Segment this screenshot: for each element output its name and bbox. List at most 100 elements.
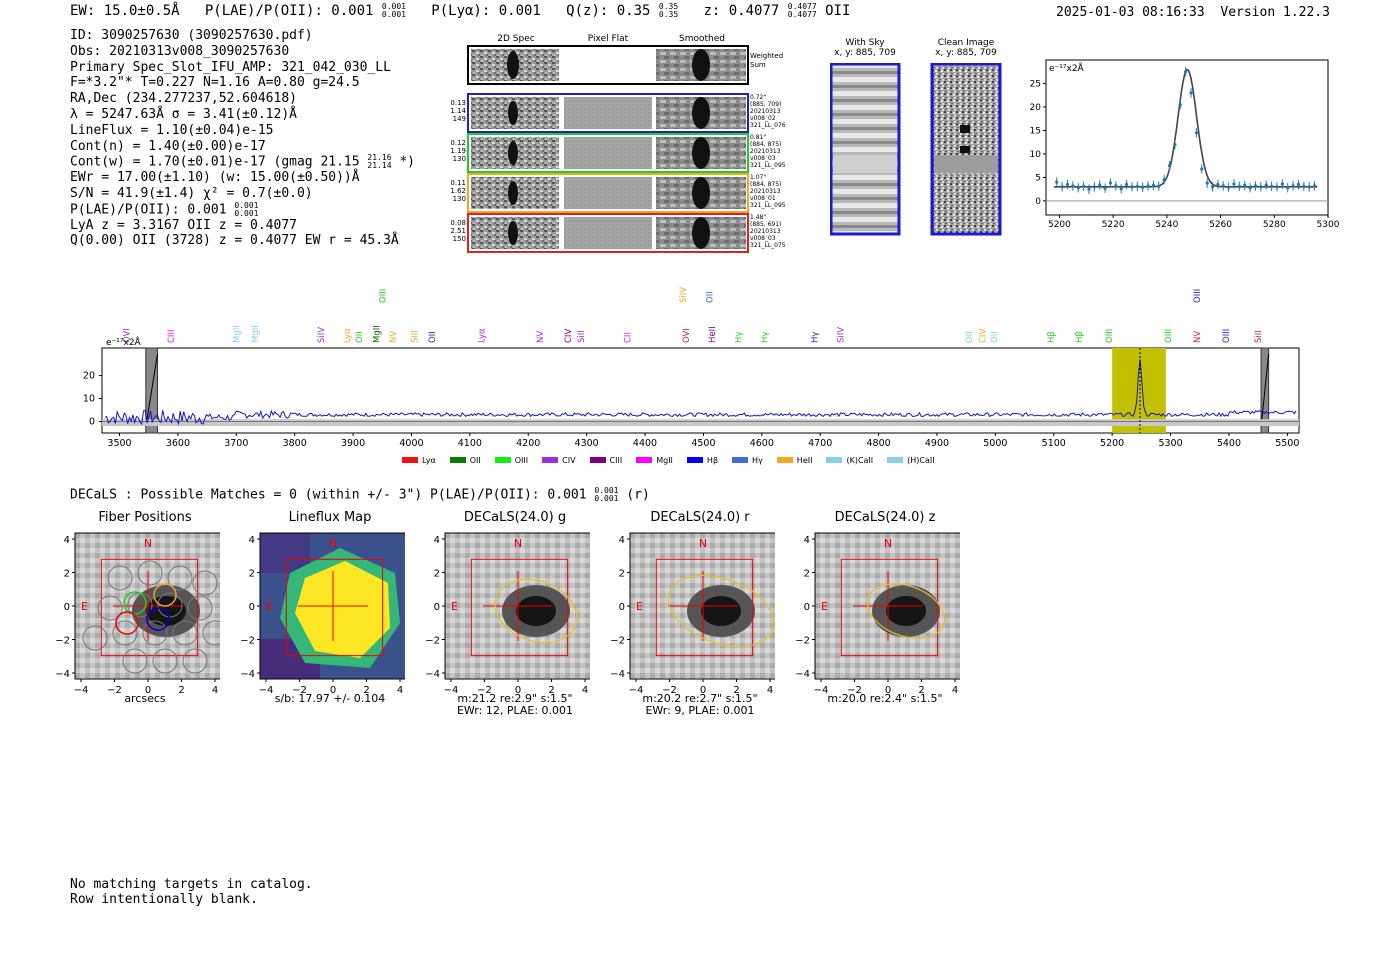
cutout-caption: m:20.0 re:2.4" s:1.5" xyxy=(827,692,943,705)
legend-item: Hγ xyxy=(732,456,763,465)
spec-xtick-label: 4000 xyxy=(399,438,423,449)
header-z-range: 0.4077 0.4077 xyxy=(787,2,817,19)
line-label: Hγ xyxy=(734,332,744,343)
zoom-units: e⁻¹⁷x2Å xyxy=(1049,62,1085,74)
galaxy-ellipse xyxy=(866,583,946,639)
cutout-xtick-label: 2 xyxy=(178,685,184,696)
zoom-point xyxy=(1307,185,1311,189)
cutout-title: DECaLS(24.0) r xyxy=(650,510,750,525)
zoom-point xyxy=(1178,103,1182,107)
legend-item: (H)CaII xyxy=(887,456,935,465)
zoom-xtick-label: 5280 xyxy=(1263,220,1286,230)
zoom-point xyxy=(1065,182,1070,187)
zoom-point xyxy=(1200,167,1204,171)
zoom-point xyxy=(1157,184,1161,188)
spec-xtick-label: 5500 xyxy=(1275,438,1299,449)
cutout-ytick-label: 2 xyxy=(64,569,70,580)
header-plya: P(Lyα): 0.001 xyxy=(431,3,541,19)
line-label: NV xyxy=(536,331,546,343)
spec-xtick-label: 4400 xyxy=(633,438,657,449)
line-label: SiIV xyxy=(837,327,847,343)
with-sky-title: With Sky x, y: 885, 709 xyxy=(834,38,896,58)
spec-xtick-label: 3800 xyxy=(283,438,307,449)
cutout-caption: m:20.2 re:2.7" s:1.5" EWr: 9, PLAE: 0.001 xyxy=(642,692,758,717)
header-summary: EW: 15.0±0.5Å P(LAE)/P(OII): 0.001 0.001… xyxy=(70,2,850,20)
zoom-point xyxy=(1060,185,1064,189)
cutout-ytick-label: −4 xyxy=(240,669,255,680)
zoom-point xyxy=(1055,180,1059,184)
zoom-point xyxy=(1296,182,1301,187)
masked-hatch xyxy=(145,353,158,428)
sky-images xyxy=(830,63,1002,236)
cutout-xtick-label: −2 xyxy=(847,685,862,696)
galaxy-ellipse xyxy=(667,574,775,648)
zoom-point xyxy=(1259,185,1263,189)
cutout-xtick-label: −4 xyxy=(444,685,459,696)
line-label: OII xyxy=(705,291,715,303)
line-label: SiII xyxy=(410,330,420,343)
header-timestamp: 2025-01-03 08:16:33 Version 1.22.3 xyxy=(1056,5,1330,20)
stamp-meta: 1.07" (884, 875) 20210313 v008_01 321_LL_095 xyxy=(750,174,786,209)
zoom-point xyxy=(1087,187,1091,191)
legend-label: MgII xyxy=(656,455,673,465)
north-label: N xyxy=(884,537,892,550)
line-label: MgII xyxy=(251,325,261,343)
line-label: MgII xyxy=(232,325,242,343)
col-smoothed: Smoothed xyxy=(679,34,725,44)
zoom-point xyxy=(1189,91,1193,95)
line-label: Lyα xyxy=(478,328,488,343)
info-ewr: EWr = 17.00(±1.10) (w: 15.00(±0.50))Å xyxy=(70,170,360,186)
spec-xtick-label: 5200 xyxy=(1100,438,1124,449)
cutout-xtick-label: −2 xyxy=(477,685,492,696)
line-label: OII xyxy=(428,331,438,343)
header-z: z: 0.4077 xyxy=(703,3,780,19)
cutout-xtick-label: −4 xyxy=(259,685,274,696)
east-label: E xyxy=(636,600,643,613)
legend-label: CIV xyxy=(562,455,576,465)
zoom-point xyxy=(1082,184,1086,188)
info-params: F=*3.2"* T=0.227 N=1.16 A=0.80 g=24.5 xyxy=(70,75,360,91)
cutout-xtick-label: −2 xyxy=(292,685,307,696)
legend-item: CIV xyxy=(542,455,576,465)
zoom-point xyxy=(1173,142,1177,147)
fiber-circle xyxy=(137,560,163,586)
cutout-ytick-label: −2 xyxy=(795,636,810,647)
info-lineflux: LineFlux = 1.10(±0.04)e-15 xyxy=(70,122,274,138)
zoom-point xyxy=(1237,184,1241,188)
cutout-xtick-label: 0 xyxy=(515,685,521,696)
stamp-source-smooth xyxy=(692,217,710,249)
zoom-ytick-label: 0 xyxy=(1035,197,1041,207)
info-contn: Cont(n) = 1.40(±0.00)e-17 xyxy=(70,138,266,154)
stamp-meta: 0.72" (885, 709) 20210313 v008_02 321_LL_076 xyxy=(750,94,786,129)
legend-swatch xyxy=(732,457,749,463)
fiber-green xyxy=(123,591,147,615)
decals-summary: DECaLS : Possible Matches = 0 (within +/… xyxy=(70,486,650,503)
zoom-point xyxy=(1124,182,1129,187)
line-label: OII xyxy=(355,331,365,343)
fiber-red xyxy=(115,611,139,635)
zoom-point xyxy=(1119,187,1123,191)
stamp-source-smooth xyxy=(692,177,710,209)
legend-label: OIII xyxy=(514,455,529,465)
zoom-xtick-label: 5200 xyxy=(1048,220,1071,230)
col-pixel-flat: Pixel Flat xyxy=(587,34,629,44)
cutout-xtick-label: 2 xyxy=(363,685,369,696)
zoom-xtick-label: 5300 xyxy=(1317,220,1340,230)
north-label: N xyxy=(144,537,152,550)
east-label: E xyxy=(451,600,458,613)
zoom-point xyxy=(1232,182,1236,186)
legend-item: (K)CaII xyxy=(826,456,873,465)
zoom-point xyxy=(1141,185,1145,189)
cutout-ytick-label: 2 xyxy=(619,569,625,580)
zoom-point xyxy=(1194,131,1198,135)
zoom-point xyxy=(1210,185,1215,189)
header-plae-range: 0.001 0.001 xyxy=(381,2,406,19)
line-label: Lyα xyxy=(343,328,353,343)
line-label: Hγ xyxy=(810,332,820,343)
legend-swatch xyxy=(887,457,904,463)
stamp-weights: 0.11 1.62 130 xyxy=(450,179,466,203)
cutout-xtick-label: −2 xyxy=(107,685,122,696)
weighted-source xyxy=(507,51,519,79)
line-label: OIII xyxy=(1164,329,1174,343)
stamp-source xyxy=(508,141,518,165)
